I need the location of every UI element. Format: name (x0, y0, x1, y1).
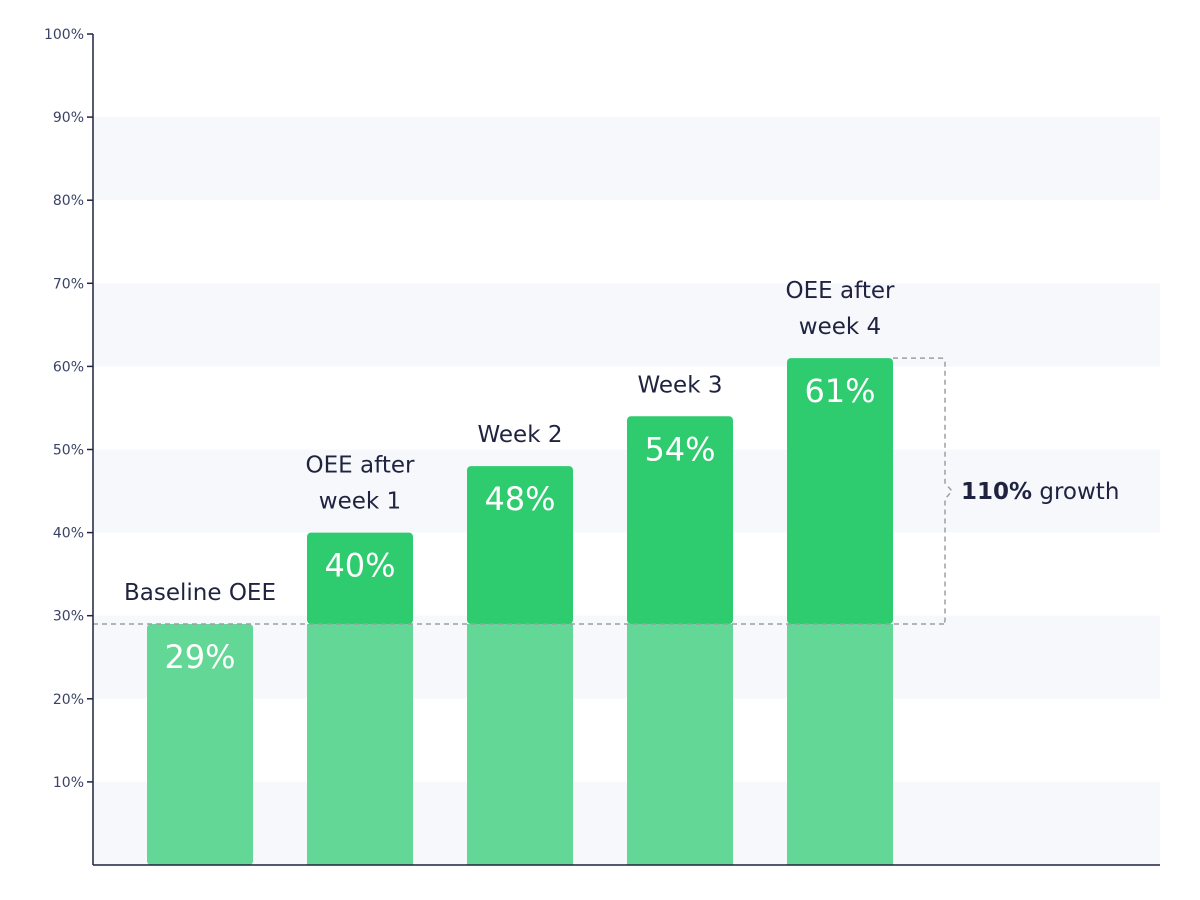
y-tick-label: 50% (53, 443, 84, 459)
bar-group: 40% OEE after week 1 (306, 453, 415, 865)
bar-group: 61% OEE after week 4 (786, 278, 895, 865)
growth-percent: 110% (961, 479, 1032, 505)
y-tick-label: 10% (53, 775, 84, 791)
bar-baseline-segment (787, 624, 893, 865)
y-tick-label: 80% (53, 193, 84, 209)
bar-baseline-segment (627, 624, 733, 865)
bar-baseline-segment (467, 624, 573, 865)
bar (787, 358, 893, 625)
growth-word: growth (1032, 479, 1119, 505)
growth-annotation: 110% growth (893, 357, 1119, 625)
y-tick-label: 20% (53, 692, 84, 708)
category-label: Week 3 (638, 372, 723, 398)
y-axis: 10% 20% 30% 40% 50% 60% 70% 80% 90% 100% (44, 27, 1160, 866)
grid-bands (93, 117, 1160, 865)
category-label: week 4 (799, 314, 881, 340)
grid-band (93, 615, 1160, 699)
bar (467, 466, 573, 625)
bar-group: 29% Baseline OEE (124, 580, 276, 865)
y-tick-label: 60% (53, 359, 84, 375)
value-label: 29% (164, 638, 235, 676)
grid-band (93, 449, 1160, 533)
bars: 29% Baseline OEE 40% OEE after week 1 48% Week… (93, 278, 945, 865)
value-label: 61% (804, 372, 875, 410)
bar-baseline-segment (307, 624, 413, 865)
category-label: week 1 (319, 489, 401, 515)
growth-label: 110% growth (961, 479, 1119, 505)
grid-band (93, 117, 1160, 201)
bar (147, 624, 253, 865)
value-label: 40% (324, 547, 395, 585)
grid-band (93, 781, 1160, 865)
y-tick-label: 30% (53, 609, 84, 625)
y-tick-label: 40% (53, 526, 84, 542)
y-tick-label: 70% (53, 276, 84, 292)
bar (627, 416, 733, 625)
category-label: OEE after (786, 278, 895, 304)
category-label: OEE after (306, 453, 415, 479)
bar (307, 532, 413, 625)
bar-group: 48% Week 2 (467, 422, 573, 865)
growth-bracket (893, 357, 953, 625)
category-label: Baseline OEE (124, 580, 276, 606)
bar-group: 54% Week 3 (627, 372, 733, 865)
category-label: Week 2 (478, 422, 563, 448)
y-tick-label: 90% (53, 110, 84, 126)
value-label: 48% (484, 480, 555, 518)
y-tick-label: 100% (44, 27, 84, 43)
grid-band (93, 283, 1160, 367)
value-label: 54% (644, 430, 715, 468)
